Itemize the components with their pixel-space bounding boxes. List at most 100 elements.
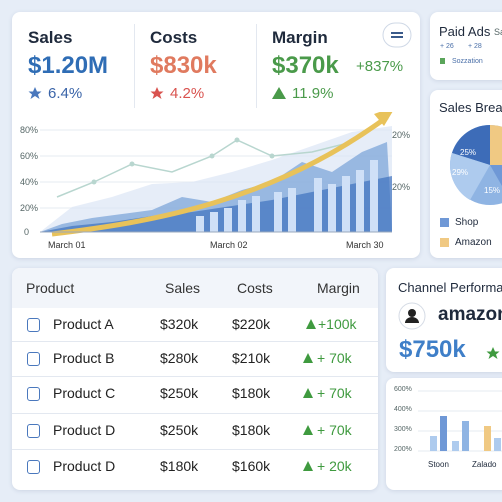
menu-button[interactable] (382, 22, 412, 48)
header-cell: Sales (165, 280, 201, 296)
margin-cell: + 20k (317, 458, 352, 474)
header-cell: Margin (317, 280, 360, 296)
kpi-change: 6.4% (48, 85, 83, 102)
star-icon (486, 347, 500, 359)
divider (134, 24, 135, 108)
sales-cell: $280k (160, 350, 199, 366)
kpi-extra: +837% (356, 58, 404, 75)
product-name: Product A (53, 316, 114, 332)
product-icon (27, 318, 40, 332)
costs-cell: $160k (232, 458, 271, 474)
header-cell: Product (26, 280, 75, 296)
row-divider (12, 341, 378, 342)
y-label: 60% (20, 151, 39, 161)
kpi-value: $830k (150, 52, 217, 79)
y-label: 600% (394, 386, 412, 393)
paid-ads-card: Paid Ads Sa + 26 + 28 Sozzation (430, 12, 502, 80)
pie-label: 15% (484, 186, 501, 195)
kpi-label: Costs (150, 28, 198, 47)
bar-chart (418, 390, 502, 452)
pie (450, 125, 502, 205)
product-name: Product D (53, 458, 116, 474)
up-icon (303, 461, 313, 471)
product-icon (27, 387, 40, 401)
costs-cell: $180k (232, 385, 271, 401)
ad-icon (440, 58, 445, 64)
sales-cell: $250k (160, 385, 199, 401)
margin-cell: + 70k (317, 422, 352, 438)
product-name: Product D (53, 422, 116, 438)
product-icon (27, 460, 40, 474)
row-divider (12, 413, 378, 414)
kpi-value: $370k (272, 52, 339, 79)
card-subtitle: Sa (494, 27, 502, 37)
up-icon (303, 388, 313, 398)
legend-swatch (440, 218, 449, 227)
card-title: Paid Ads (439, 24, 491, 39)
up-icon (272, 87, 286, 99)
brand-icon (398, 302, 426, 330)
x-label: March 01 (48, 240, 86, 250)
x-label: Stoon (428, 460, 449, 469)
channel-value: $750k (399, 336, 466, 363)
y2-label: 20% (392, 130, 411, 140)
y-label: 40% (20, 177, 39, 187)
legend-label: Amazon (455, 237, 492, 248)
costs-cell: $220k (232, 316, 271, 332)
sales-cell: $250k (160, 422, 199, 438)
pie-label: 29% (452, 168, 469, 177)
pie-label: 25% (460, 148, 477, 157)
legend-label: Shop (455, 217, 479, 228)
card-title: Channel Performance (398, 280, 502, 295)
kpi-label: Margin (272, 28, 328, 47)
sales-breakdown-card: Sales Breakdown 25% 29% 15% Shop Amazon (430, 90, 502, 258)
margin-cell: +100k (318, 316, 357, 332)
y-label: 200% (394, 446, 412, 453)
legend-swatch (440, 238, 449, 247)
y-label: 80% (20, 125, 39, 135)
card-title: Sales Breakdown (439, 100, 502, 115)
up-icon (303, 353, 313, 363)
up-icon (306, 319, 316, 329)
x-label: March 30 (346, 240, 384, 250)
brand-name: amazon (438, 304, 502, 325)
product-name: Product C (53, 385, 116, 401)
y-label: 400% (394, 406, 412, 413)
kpi-change: 11.9% (292, 85, 334, 102)
product-name: Product B (53, 350, 115, 366)
divider (256, 24, 257, 108)
star-icon (150, 87, 164, 99)
x-label: Zalado (472, 460, 497, 469)
ad-item: + 26 (440, 43, 454, 50)
sales-cell: $180k (160, 458, 199, 474)
margin-cell: + 70k (317, 385, 352, 401)
sales-cell: $320k (160, 316, 199, 332)
bar-card: 600% 400% 300% 200% Stoon Zalado (386, 378, 502, 490)
up-icon (303, 425, 313, 435)
channel-card: Channel Performance amazon $750k (386, 268, 502, 372)
y-label: 20% (20, 203, 39, 213)
product-icon (27, 352, 40, 366)
ad-item: + 28 (468, 43, 482, 50)
costs-cell: $210k (232, 350, 271, 366)
y-label: 0 (24, 227, 30, 237)
y2-label: 20% (392, 182, 411, 192)
kpi-value: $1.20M (28, 52, 109, 79)
row-divider (12, 376, 378, 377)
margin-cell: + 70k (317, 350, 352, 366)
kpi-change: 4.2% (170, 85, 205, 102)
kpi-label: Sales (28, 28, 73, 47)
star-icon (28, 87, 42, 99)
product-table: Product Sales Costs Margin Product A $320… (12, 268, 378, 490)
y-label: 300% (394, 426, 412, 433)
ad-note: Sozzation (452, 58, 483, 65)
trend-chart (40, 112, 393, 237)
header-cell: Costs (237, 280, 273, 296)
kpi-card: Sales $1.20M 6.4% Costs $830k 4.2% Margi… (12, 12, 420, 258)
costs-cell: $180k (232, 422, 271, 438)
row-divider (12, 449, 378, 450)
table-header (12, 268, 378, 308)
product-icon (27, 424, 40, 438)
x-label: March 02 (210, 240, 248, 250)
